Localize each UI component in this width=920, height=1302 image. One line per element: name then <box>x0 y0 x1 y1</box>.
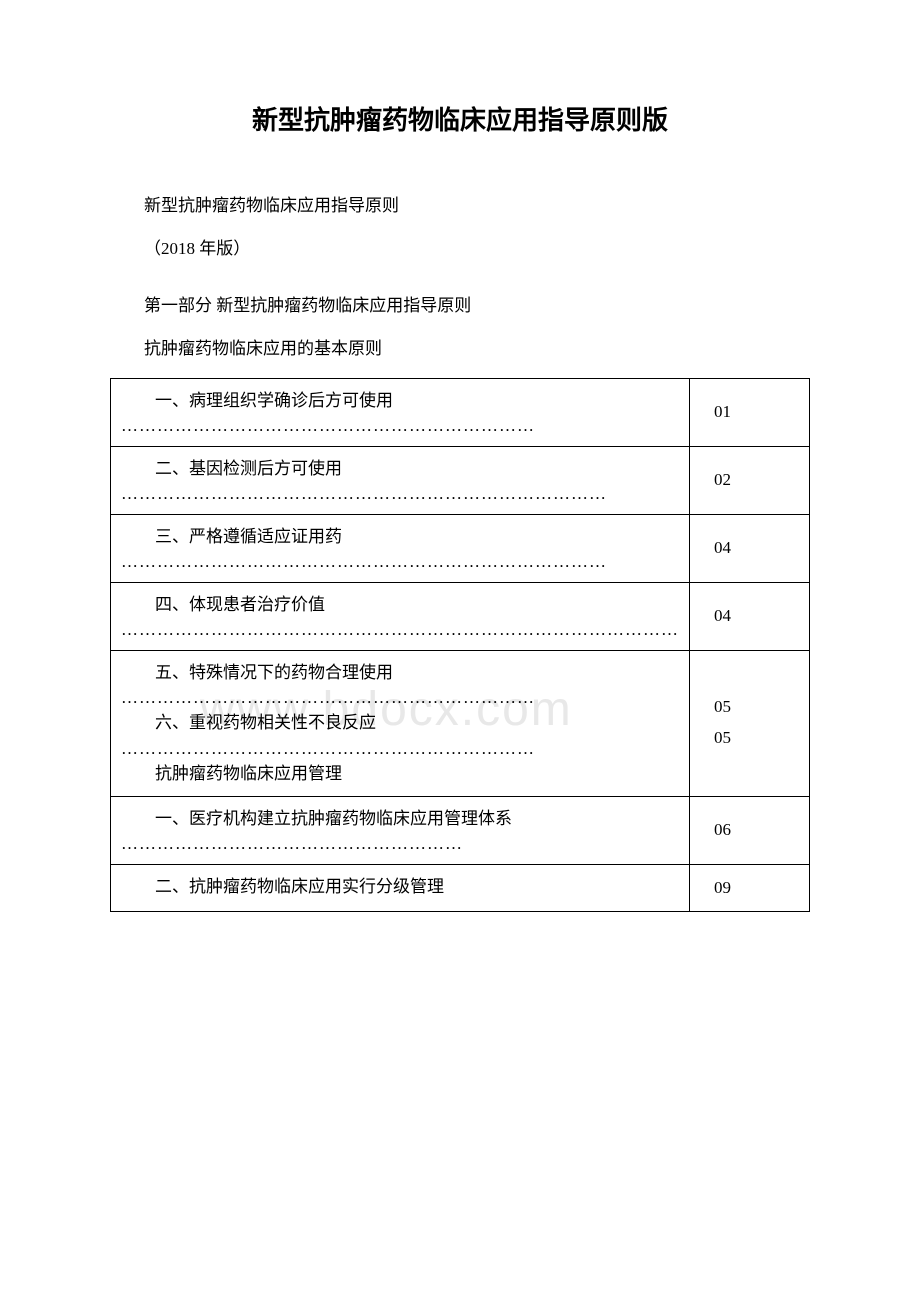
document-page: 新型抗肿瘤药物临床应用指导原则版 新型抗肿瘤药物临床应用指导原则 （2018 年… <box>0 0 920 952</box>
toc-entry: 一、医疗机构建立抗肿瘤药物临床应用管理体系 <box>121 805 679 832</box>
part-1-heading: 第一部分 新型抗肿瘤药物临床应用指导原则 <box>110 292 810 321</box>
toc-right-cell: 04 <box>690 514 810 582</box>
toc-entry: 三、严格遵循适应证用药 <box>121 523 679 550</box>
toc-table: 一、病理组织学确诊后方可使用……………………………………………………………01二… <box>110 378 810 913</box>
table-row: 一、病理组织学确诊后方可使用…………………………………………………………… 01 <box>111 378 810 446</box>
toc-dots: …………………………………………………………… <box>121 414 679 438</box>
toc-entry: 抗肿瘤药物临床应用管理 <box>121 760 679 787</box>
toc-right-cell: 0505 <box>690 650 810 796</box>
toc-dots: ……………………………………………………………………… <box>121 482 679 506</box>
toc-entry: 二、抗肿瘤药物临床应用实行分级管理 <box>121 873 679 900</box>
subtitle-1: 新型抗肿瘤药物临床应用指导原则 <box>110 192 810 221</box>
intro-block: 新型抗肿瘤药物临床应用指导原则 （2018 年版） <box>110 192 810 264</box>
toc-left-cell: 二、抗肿瘤药物临床应用实行分级管理 <box>111 864 690 912</box>
toc-page-number: 04 <box>714 601 799 632</box>
toc-right-cell: 06 <box>690 796 810 864</box>
subtitle-2: （2018 年版） <box>110 235 810 264</box>
toc-entry: 一、病理组织学确诊后方可使用 <box>121 387 679 414</box>
toc-left-cell: 三、严格遵循适应证用药……………………………………………………………………… <box>111 514 690 582</box>
toc-page-number: 05 <box>714 692 799 723</box>
toc-page-number: 02 <box>714 465 799 496</box>
toc-page-number: 06 <box>714 815 799 846</box>
toc-dots: ………………………………………………………………………………… <box>121 618 679 642</box>
table-row: 二、抗肿瘤药物临床应用实行分级管理 09 <box>111 864 810 912</box>
toc-dots: …………………………………………………………… <box>121 686 679 710</box>
toc-entry: 四、体现患者治疗价值 <box>121 591 679 618</box>
toc-dots: ………………………………………………… <box>121 832 679 856</box>
toc-page-number: 04 <box>714 533 799 564</box>
toc-entry: 六、重视药物相关性不良反应 <box>121 709 679 736</box>
toc-page-number: 09 <box>714 873 799 904</box>
table-row: 二、基因检测后方可使用……………………………………………………………………… 02 <box>111 446 810 514</box>
toc-right-cell: 01 <box>690 378 810 446</box>
toc-left-cell: 一、病理组织学确诊后方可使用…………………………………………………………… <box>111 378 690 446</box>
toc-left-cell: 一、医疗机构建立抗肿瘤药物临床应用管理体系………………………………………………… <box>111 796 690 864</box>
page-title: 新型抗肿瘤药物临床应用指导原则版 <box>110 100 810 137</box>
toc-left-cell: 五、特殊情况下的药物合理使用……………………………………………………………六、重… <box>111 650 690 796</box>
toc-right-cell: 02 <box>690 446 810 514</box>
toc-dots: ……………………………………………………………………… <box>121 550 679 574</box>
toc-left-cell: 四、体现患者治疗价值………………………………………………………………………………… <box>111 582 690 650</box>
toc-entry: 二、基因检测后方可使用 <box>121 455 679 482</box>
toc-right-cell: 09 <box>690 864 810 912</box>
toc-dots: …………………………………………………………… <box>121 737 679 761</box>
toc-left-cell: 二、基因检测后方可使用……………………………………………………………………… <box>111 446 690 514</box>
table-row: 三、严格遵循适应证用药……………………………………………………………………… 04 <box>111 514 810 582</box>
table-row: 五、特殊情况下的药物合理使用……………………………………………………………六、重… <box>111 650 810 796</box>
table-row: 一、医疗机构建立抗肿瘤药物临床应用管理体系…………………………………………………… <box>111 796 810 864</box>
toc-entry: 五、特殊情况下的药物合理使用 <box>121 659 679 686</box>
table-row: 四、体现患者治疗价值………………………………………………………………………………… <box>111 582 810 650</box>
section-1-heading: 抗肿瘤药物临床应用的基本原则 <box>110 335 810 364</box>
toc-page-number: 05 <box>714 723 799 754</box>
toc-right-cell: 04 <box>690 582 810 650</box>
toc-page-number: 01 <box>714 397 799 428</box>
